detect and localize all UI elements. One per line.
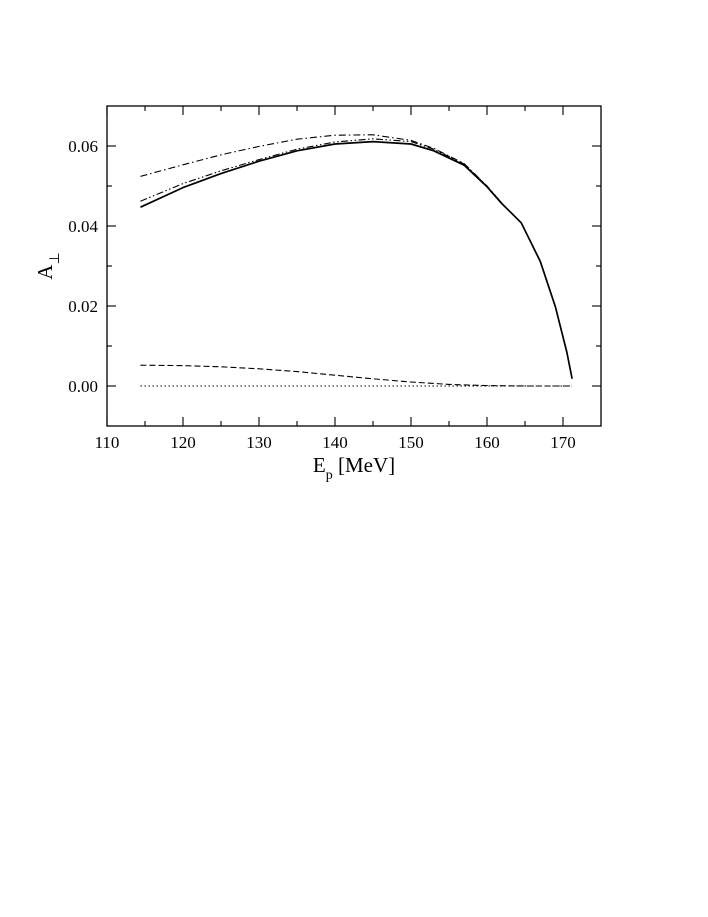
y-tick-label: 0.06	[68, 137, 98, 156]
y-tick-label: 0.00	[68, 377, 98, 396]
x-tick-label: 110	[95, 433, 120, 452]
axis-ticks: 110 120 130 140 150 160 170 0.00 0.02 0.04 0.06	[68, 106, 601, 452]
y-tick-label: 0.02	[68, 297, 98, 316]
series-line-solid	[140, 140, 573, 379]
x-axis-title: Ep [MeV]	[313, 453, 395, 483]
plot-frame	[106, 105, 602, 427]
x-tick-label: 120	[170, 433, 196, 452]
x-tick-label: 140	[322, 433, 348, 452]
series-line-dash-dot	[140, 134, 503, 204]
x-tick-label: 160	[474, 433, 500, 452]
series-line-dash-dot-dot	[140, 138, 503, 204]
series-line-dashed	[140, 364, 573, 387]
x-tick-label: 170	[550, 433, 576, 452]
y-axis-title: A⊥	[33, 252, 63, 279]
y-tick-label: 0.04	[68, 217, 98, 236]
x-tick-label: 130	[246, 433, 272, 452]
x-tick-label: 150	[398, 433, 424, 452]
series-group	[140, 134, 573, 387]
